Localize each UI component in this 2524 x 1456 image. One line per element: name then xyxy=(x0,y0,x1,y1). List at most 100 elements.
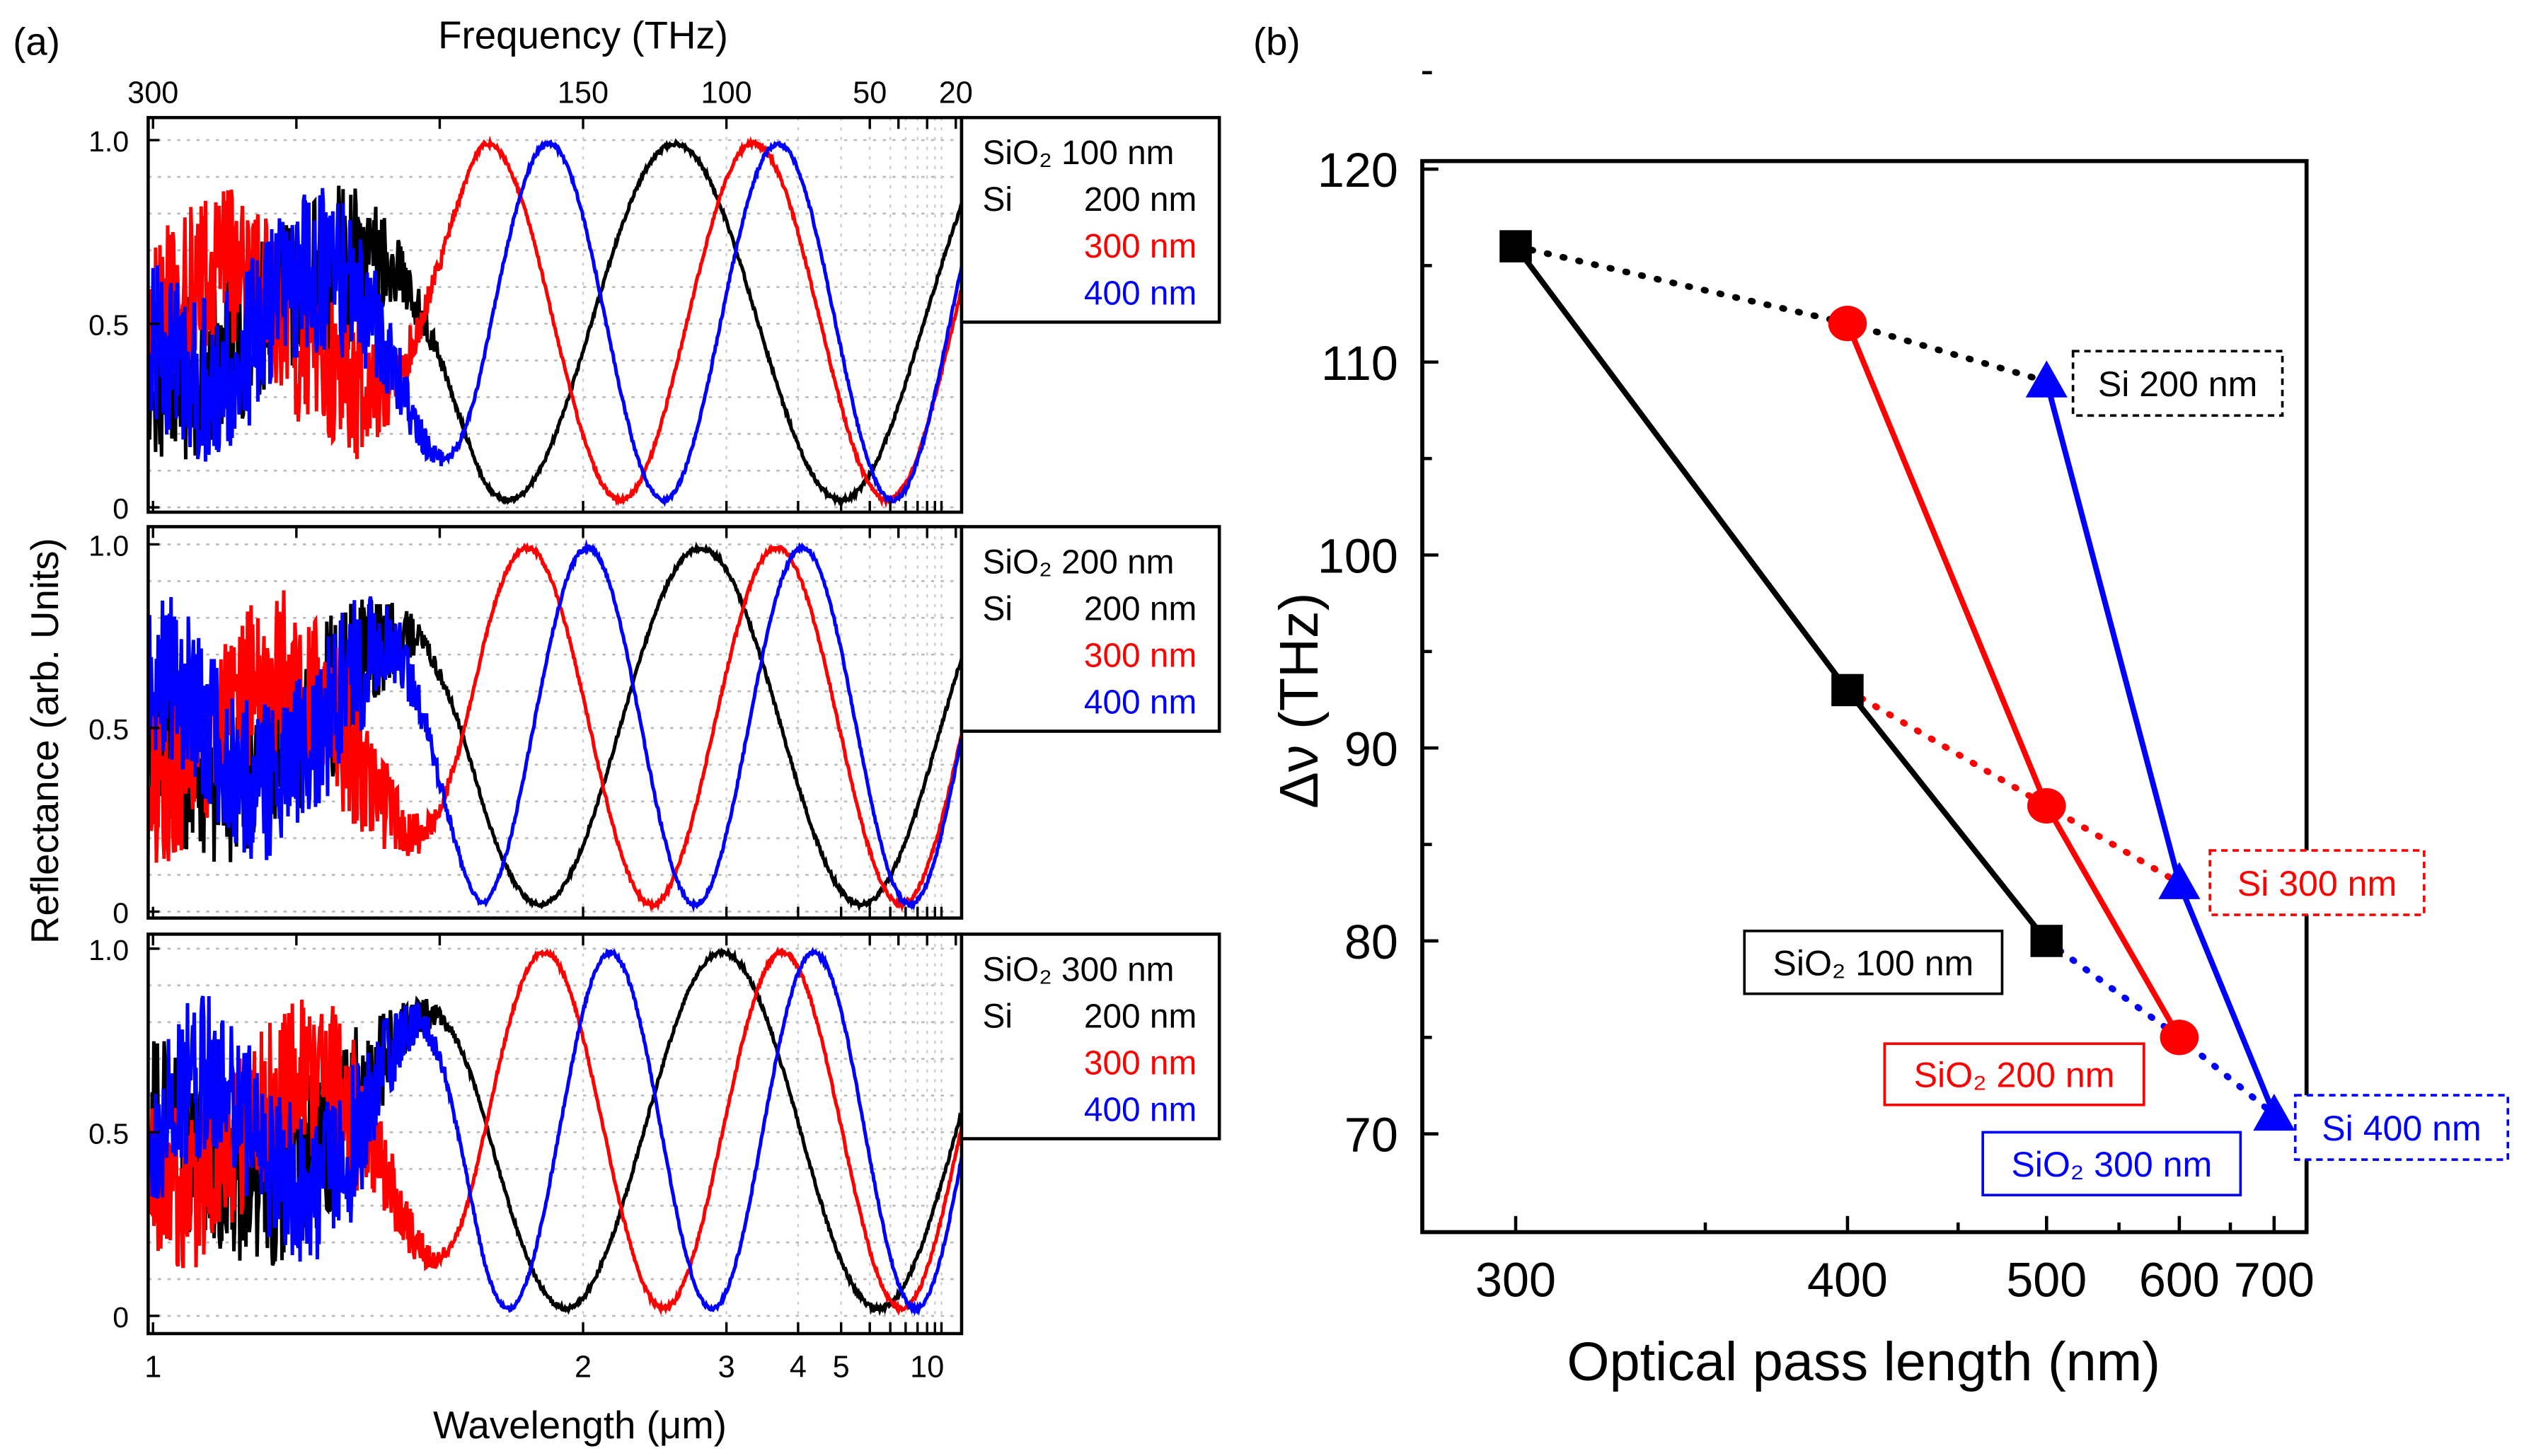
triangle-marker xyxy=(2025,360,2068,398)
reflectance-curve-si-300nm xyxy=(148,542,962,913)
y-axis-title: Reflectance (arb. Units) xyxy=(23,538,67,944)
legend-box xyxy=(960,115,1221,324)
legend-si-label: Si xyxy=(983,181,1013,219)
top-tick-label: 150 xyxy=(558,76,609,110)
legend-entry-si-200nm: 200 nm xyxy=(1084,998,1197,1035)
reflectance-curve-si-400nm xyxy=(148,947,962,1317)
legend-sio2-thickness: SiO₂ 100 nm xyxy=(983,134,1175,172)
legend-entry-si-200nm: 200 nm xyxy=(1084,181,1197,219)
series-label-box xyxy=(1743,930,2004,995)
series-line-0 xyxy=(1513,244,2049,943)
reflectance-subplot-2: 0 0.5 1.0 SiO₂ 200 nm Si 200 nm 300 nm 400 nm xyxy=(88,525,1221,929)
series-label-text: Si 300 nm xyxy=(2237,864,2397,903)
y-tick-label: 0.5 xyxy=(88,1117,129,1150)
y-tick-label: 70 xyxy=(1344,1109,1398,1162)
top-tick-label: 50 xyxy=(853,76,887,110)
series-label-box xyxy=(2293,1094,2510,1161)
legend-entry-si-200nm: 200 nm xyxy=(1084,590,1197,628)
triangle-marker xyxy=(2158,862,2201,899)
plot-frame xyxy=(1420,158,2309,1235)
x-tick-label: 600 xyxy=(2139,1254,2220,1307)
y-tick-label: 0 xyxy=(113,492,129,525)
reflectance-curve-si-400nm xyxy=(148,538,962,913)
x-tick-label: 3 xyxy=(718,1350,735,1384)
series-label-box xyxy=(1883,1042,2145,1107)
circle-marker xyxy=(2160,1019,2199,1056)
legend-sio2-thickness: SiO₂ 300 nm xyxy=(983,951,1175,988)
x-tick-label: 10 xyxy=(910,1350,944,1384)
legend: SiO₂ 200 nm Si 200 nm 300 nm 400 nm xyxy=(960,525,1221,733)
top-tick-label: 20 xyxy=(939,76,973,110)
y-tick-label: 1.0 xyxy=(88,125,129,158)
series-label-4: Si 300 nm xyxy=(2208,849,2426,916)
panel-label-a: (a) xyxy=(13,20,60,63)
circle-marker xyxy=(2027,788,2066,824)
series-label-3: Si 200 nm xyxy=(2071,349,2284,417)
series-label-text: Si 400 nm xyxy=(2322,1109,2481,1148)
reflectance-curve-si-300nm xyxy=(148,946,962,1317)
legend-box xyxy=(960,932,1221,1140)
y-tick-label: 90 xyxy=(1344,722,1398,776)
x-tick-label: 2 xyxy=(575,1350,592,1384)
series-label-text: Si 200 nm xyxy=(2098,364,2257,404)
series-label-text: SiO₂ 200 nm xyxy=(1914,1056,2115,1095)
series-label-text: SiO₂ 100 nm xyxy=(1773,943,1973,983)
legend-entry-si-300nm: 300 nm xyxy=(1084,1044,1197,1082)
series-label-text: SiO₂ 300 nm xyxy=(2011,1145,2212,1184)
y-tick-label: 1.0 xyxy=(88,934,129,966)
panel-label-b: (b) xyxy=(1253,20,1301,63)
y-tick-label: 80 xyxy=(1344,915,1398,969)
legend-entry-si-300nm: 300 nm xyxy=(1084,228,1197,265)
y-tick-label: 1.0 xyxy=(88,529,129,562)
x-tick-label: 300 xyxy=(1475,1254,1556,1307)
y-tick-label: 0 xyxy=(113,896,129,929)
series-label-0: SiO₂ 100 nm xyxy=(1743,930,2004,995)
reflectance-subplot-1: 0 0.5 1.0 SiO₂ 100 nm Si 200 nm 300 nm 400 nm xyxy=(88,115,1221,525)
square-marker xyxy=(2030,925,2063,957)
legend: SiO₂ 100 nm Si 200 nm 300 nm 400 nm xyxy=(960,115,1221,324)
series-label-box xyxy=(2208,849,2426,916)
legend-entry-si-400nm: 400 nm xyxy=(1084,275,1197,312)
series-label-5: Si 400 nm xyxy=(2293,1094,2510,1161)
y-tick-label: 0.5 xyxy=(88,309,129,342)
legend-entry-si-400nm: 400 nm xyxy=(1084,1091,1197,1128)
series-line-3 xyxy=(1512,243,2050,385)
square-marker xyxy=(1499,230,1532,262)
series-label-box xyxy=(2071,349,2284,417)
top-tick-label: 300 xyxy=(127,76,178,110)
y-axis-title: Δν (THz) xyxy=(1269,593,1330,809)
y-tick-label: 120 xyxy=(1318,144,1398,197)
x-tick-label: 5 xyxy=(833,1350,850,1384)
triangle-marker xyxy=(2253,1093,2295,1131)
series-label-box xyxy=(1981,1131,2242,1197)
y-tick-label: 100 xyxy=(1318,530,1398,584)
x-tick-label: 1 xyxy=(144,1350,161,1384)
x-tick-label: 4 xyxy=(790,1350,807,1384)
legend: SiO₂ 300 nm Si 200 nm 300 nm 400 nm xyxy=(960,932,1221,1140)
legend-si-label: Si xyxy=(983,998,1013,1035)
legend-entry-si-400nm: 400 nm xyxy=(1084,684,1197,722)
reflectance-curve-si-400nm xyxy=(148,139,962,507)
x-axis-title: Optical pass length (nm) xyxy=(1567,1331,2160,1392)
x-tick-label: 500 xyxy=(2006,1254,2087,1307)
legend-entry-si-300nm: 300 nm xyxy=(1084,637,1197,674)
x-tick-label: 400 xyxy=(1807,1254,1888,1307)
circle-marker xyxy=(1828,306,1867,342)
legend-box xyxy=(960,525,1221,733)
legend-sio2-thickness: SiO₂ 200 nm xyxy=(983,543,1175,581)
y-tick-label: 0 xyxy=(113,1301,129,1334)
reflectance-subplot-3: 0 0.5 1.0 SiO₂ 300 nm Si 200 nm 300 nm 400 nm xyxy=(88,932,1221,1336)
legend-si-label: Si xyxy=(983,590,1013,628)
panel-b: (b) 70 80 90 100 110 120 300 400 500 600 700 Optical… xyxy=(1253,20,2510,1392)
series-label-2: SiO₂ 300 nm xyxy=(1981,1131,2242,1197)
y-tick-label: 0.5 xyxy=(88,713,129,746)
square-marker xyxy=(1831,674,1864,707)
top-tick-label: 100 xyxy=(701,76,752,110)
top-axis-title: Frequency (THz) xyxy=(438,13,728,57)
series-label-1: SiO₂ 200 nm xyxy=(1883,1042,2145,1107)
x-axis-title: Wavelength (μm) xyxy=(433,1404,727,1447)
y-tick-label: 110 xyxy=(1321,337,1398,391)
x-tick-label: 700 xyxy=(2234,1254,2315,1307)
